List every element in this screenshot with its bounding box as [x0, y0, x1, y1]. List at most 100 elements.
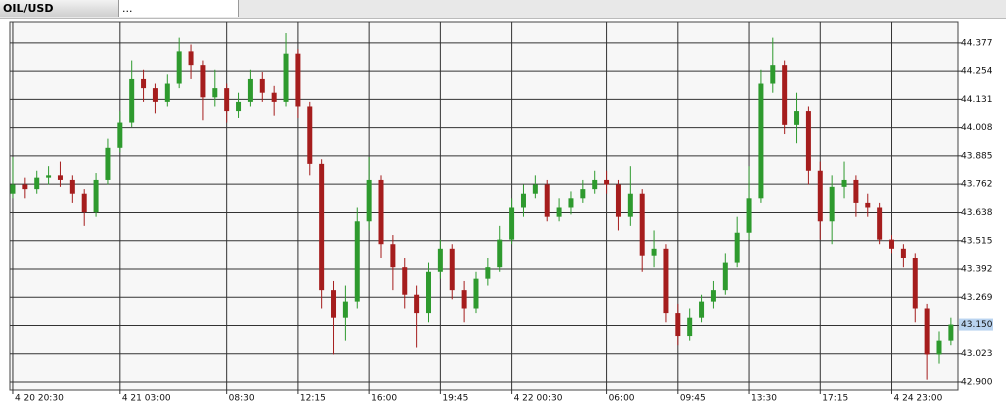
plot-area	[9, 21, 959, 391]
candle-body	[319, 163, 325, 291]
candle-body	[877, 207, 883, 240]
x-tick-label: 4 22 00:30	[514, 394, 563, 404]
candle-body	[224, 88, 230, 112]
candle-body	[722, 262, 728, 291]
candle-body	[485, 267, 491, 279]
candle-body	[105, 147, 111, 180]
candle-body	[81, 193, 87, 213]
candle-body	[10, 184, 16, 194]
candle-body	[188, 51, 194, 66]
x-tick-label: 4 24 23:00	[894, 394, 943, 404]
candle-body	[580, 189, 586, 199]
x-tick-label: 4 20 20:30	[15, 394, 64, 404]
candle-body	[675, 313, 681, 337]
candle-body	[829, 186, 835, 222]
candle-body	[794, 111, 800, 125]
candle-body	[497, 239, 503, 268]
candle-body	[307, 106, 313, 164]
y-tick-label: 44.377	[961, 38, 993, 48]
candle-body	[414, 294, 420, 314]
candle-body	[247, 78, 253, 102]
y-tick-label: 44.254	[961, 67, 993, 77]
candle-body	[912, 257, 918, 309]
y-tick-label: 43.392	[961, 265, 993, 275]
y-tick-label: 43.885	[961, 151, 993, 161]
candle-body	[117, 122, 123, 148]
candle-body	[176, 51, 182, 84]
last-price-label: 43.150	[961, 320, 993, 330]
candle-body	[152, 88, 158, 102]
candle-body	[699, 301, 705, 318]
candle-body	[271, 92, 277, 102]
candle-body	[34, 177, 40, 190]
candle-body	[900, 248, 906, 258]
candle-body	[615, 184, 621, 217]
candle-body	[354, 221, 360, 302]
last-price-marker	[959, 318, 993, 331]
candle-body	[734, 232, 740, 263]
x-tick-label: 09:45	[680, 394, 706, 404]
candle-body	[936, 340, 942, 355]
candle-body	[461, 290, 467, 309]
candle-body	[604, 179, 610, 185]
y-tick-label: 44.008	[961, 123, 993, 133]
candle-body	[449, 248, 455, 291]
candle-body	[710, 290, 716, 302]
x-tick-label: 08:30	[229, 394, 255, 404]
candle-body	[22, 184, 28, 190]
candle-body	[544, 184, 550, 217]
candle-body	[532, 184, 538, 194]
candle-body	[200, 65, 206, 98]
candle-body	[948, 324, 954, 341]
candle-body	[865, 202, 871, 208]
candle-body	[437, 248, 443, 272]
candle-body	[164, 83, 170, 102]
candle-body	[69, 179, 75, 194]
candle-body	[853, 179, 859, 203]
candle-body	[425, 271, 431, 314]
candle-body	[295, 53, 301, 107]
candle-body	[639, 193, 645, 256]
candle-body	[687, 317, 693, 337]
x-tick-label: 17:15	[822, 394, 848, 404]
x-tick-label: 4 21 03:00	[122, 394, 171, 404]
y-tick-label: 43.515	[961, 236, 993, 246]
x-tick-label: 13:30	[751, 394, 777, 404]
x-tick-label: 06:00	[609, 394, 635, 404]
candle-body	[141, 78, 147, 89]
x-tick-label: 12:15	[300, 394, 326, 404]
x-tick-label: 16:00	[371, 394, 397, 404]
x-tick-label: 19:45	[442, 394, 468, 404]
candle-body	[509, 207, 515, 240]
candle-body	[805, 111, 811, 171]
tab[interactable]: OIL/USD	[0, 0, 119, 17]
candle-body	[212, 88, 218, 98]
candle-body	[520, 193, 526, 208]
candle-body	[93, 179, 99, 213]
y-tick-label: 43.023	[961, 349, 993, 359]
candle-body	[770, 65, 776, 84]
candle-body	[817, 170, 823, 222]
y-tick-label: 44.131	[961, 95, 993, 105]
candle-body	[259, 78, 265, 93]
candle-body	[651, 248, 657, 256]
candle-body	[746, 198, 752, 233]
candle-body	[758, 83, 764, 199]
tab-bar: OIL/USD ...	[0, 0, 1006, 19]
y-tick-label: 43.269	[961, 293, 993, 303]
tab[interactable]: ...	[119, 0, 239, 17]
candle-body	[556, 207, 562, 217]
candle-body	[331, 290, 337, 318]
candle-body	[627, 193, 633, 217]
candle-body	[473, 278, 479, 309]
candle-body	[782, 65, 788, 125]
candle-body	[841, 179, 847, 187]
candle-body	[378, 179, 384, 245]
candle-body	[129, 78, 135, 123]
candle-body	[592, 179, 598, 190]
candle-body	[342, 301, 348, 318]
candle-body	[924, 308, 930, 355]
y-tick-label: 43.638	[961, 208, 993, 218]
